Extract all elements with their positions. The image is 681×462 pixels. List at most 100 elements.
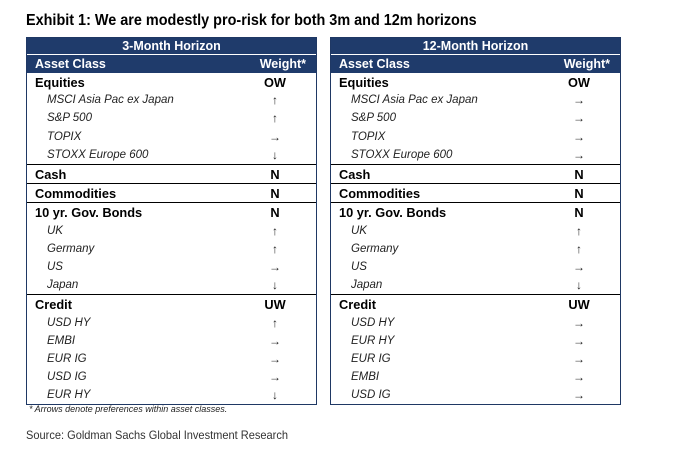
preference-arrow-icon: ↑ <box>272 315 278 330</box>
preference-arrow-icon: → <box>573 111 585 126</box>
subcategory-row: MSCI Asia Pac ex Japan → <box>331 91 620 109</box>
horizon-header: 3-Month Horizon <box>27 38 316 54</box>
subcategory-row: EMBI → <box>331 368 620 386</box>
asset-label: Commodities <box>35 185 117 201</box>
category-row: 10 yr. Gov. Bonds N <box>27 202 316 221</box>
asset-label: EUR HY <box>351 334 395 347</box>
subcategory-row: UK ↑ <box>331 222 620 240</box>
weight-value: N <box>270 204 280 220</box>
horizon-header: 12-Month Horizon <box>331 38 620 54</box>
preference-arrow-icon: ↓ <box>272 278 278 293</box>
subcategory-row: MSCI Asia Pac ex Japan ↑ <box>27 91 316 109</box>
subcategory-row: Japan ↓ <box>27 276 316 294</box>
asset-label: UK <box>47 224 63 237</box>
subcategory-row: TOPIX → <box>331 128 620 146</box>
preference-arrow-icon: → <box>269 333 281 348</box>
preference-arrow-icon: ↓ <box>272 388 278 403</box>
source-note: Source: Goldman Sachs Global Investment … <box>26 428 289 442</box>
subcategory-row: USD IG → <box>331 386 620 404</box>
asset-label: S&P 500 <box>351 112 396 125</box>
asset-label: Commodities <box>339 185 421 201</box>
preference-arrow-icon: → <box>573 388 585 403</box>
preference-arrow-icon: ↑ <box>272 93 278 108</box>
preference-arrow-icon: → <box>573 333 585 348</box>
subcategory-row: EMBI → <box>27 332 316 350</box>
column-header-row: Asset Class Weight* <box>331 54 620 73</box>
asset-label: EUR IG <box>351 352 391 365</box>
asset-label: USD HY <box>351 316 395 329</box>
table-12-month: 12-Month Horizon Asset Class Weight* Equ… <box>330 37 621 406</box>
weight-value: UW <box>568 296 590 312</box>
preference-arrow-icon: → <box>573 93 585 108</box>
table-3-month: 3-Month Horizon Asset Class Weight* Equi… <box>26 37 317 406</box>
preference-arrow-icon: ↑ <box>576 241 582 256</box>
asset-label: USD HY <box>47 316 91 329</box>
asset-label: TOPIX <box>47 130 82 143</box>
preference-arrow-icon: ↓ <box>272 147 278 162</box>
asset-label: STOXX Europe 600 <box>47 148 149 161</box>
preference-arrow-icon: → <box>573 259 585 274</box>
subcategory-row: TOPIX → <box>27 128 316 146</box>
asset-label: Equities <box>339 74 389 90</box>
preference-arrow-icon: → <box>269 351 281 366</box>
asset-label: EMBI <box>351 371 380 384</box>
subcategory-row: EUR HY → <box>331 332 620 350</box>
weight-value: N <box>574 166 584 182</box>
column-header-weight: Weight* <box>259 57 306 71</box>
preference-arrow-icon: → <box>573 315 585 330</box>
category-row: Equities OW <box>27 73 316 91</box>
asset-label: Germany <box>351 242 399 255</box>
preference-arrow-icon: → <box>269 370 281 385</box>
weight-value: N <box>270 185 280 201</box>
asset-label: EUR IG <box>47 352 87 365</box>
subcategory-row: UK ↑ <box>27 222 316 240</box>
asset-label: EMBI <box>47 334 76 347</box>
preference-arrow-icon: ↑ <box>272 241 278 256</box>
subcategory-row: US → <box>331 258 620 276</box>
subcategory-row: Japan ↓ <box>331 276 620 294</box>
subcategory-row: S&P 500 ↑ <box>27 109 316 127</box>
weight-value: N <box>574 185 584 201</box>
preference-arrow-icon: ↑ <box>272 111 278 126</box>
category-row: Cash N <box>27 163 316 183</box>
column-header-row: Asset Class Weight* <box>27 54 316 73</box>
column-header-asset-class: Asset Class <box>339 57 410 71</box>
subcategory-row: USD HY → <box>331 313 620 331</box>
weight-value: OW <box>567 74 591 90</box>
subcategory-row: Germany ↑ <box>331 240 620 258</box>
preference-arrow-icon: → <box>573 129 585 144</box>
subcategory-row: STOXX Europe 600 → <box>331 146 620 164</box>
asset-label: TOPIX <box>351 130 386 143</box>
asset-label: Japan <box>351 279 383 292</box>
weight-value: OW <box>263 74 287 90</box>
asset-label: 10 yr. Gov. Bonds <box>339 204 447 220</box>
category-row: Equities OW <box>331 73 620 91</box>
asset-label: Cash <box>339 166 371 182</box>
preference-arrow-icon: → <box>269 129 281 144</box>
asset-label: Credit <box>339 296 376 312</box>
subcategory-row: USD IG → <box>27 368 316 386</box>
asset-label: US <box>351 260 367 273</box>
footnote: * Arrows denote preferences within asset… <box>29 404 228 414</box>
exhibit-title: Exhibit 1: We are modestly pro-risk for … <box>26 12 477 29</box>
asset-label: 10 yr. Gov. Bonds <box>35 204 143 220</box>
asset-label: US <box>47 260 63 273</box>
asset-label: USD IG <box>351 389 391 402</box>
subcategory-row: S&P 500 → <box>331 109 620 127</box>
category-row: 10 yr. Gov. Bonds N <box>331 202 620 221</box>
weight-value: UW <box>264 296 286 312</box>
asset-label: EUR HY <box>47 389 91 402</box>
weight-value: N <box>574 204 584 220</box>
subcategory-row: Germany ↑ <box>27 240 316 258</box>
subcategory-row: EUR IG → <box>27 350 316 368</box>
category-row: Credit UW <box>331 294 620 313</box>
asset-label: STOXX Europe 600 <box>351 148 453 161</box>
column-header-asset-class: Asset Class <box>35 57 106 71</box>
asset-label: Japan <box>47 279 79 292</box>
asset-label: UK <box>351 224 367 237</box>
table-body: Equities OW MSCI Asia Pac ex Japan → S&P 500… <box>331 73 620 404</box>
weight-value: N <box>270 166 280 182</box>
category-row: Credit UW <box>27 294 316 313</box>
asset-label: MSCI Asia Pac ex Japan <box>351 94 478 107</box>
table-body: Equities OW MSCI Asia Pac ex Japan ↑ S&P 500… <box>27 73 316 404</box>
